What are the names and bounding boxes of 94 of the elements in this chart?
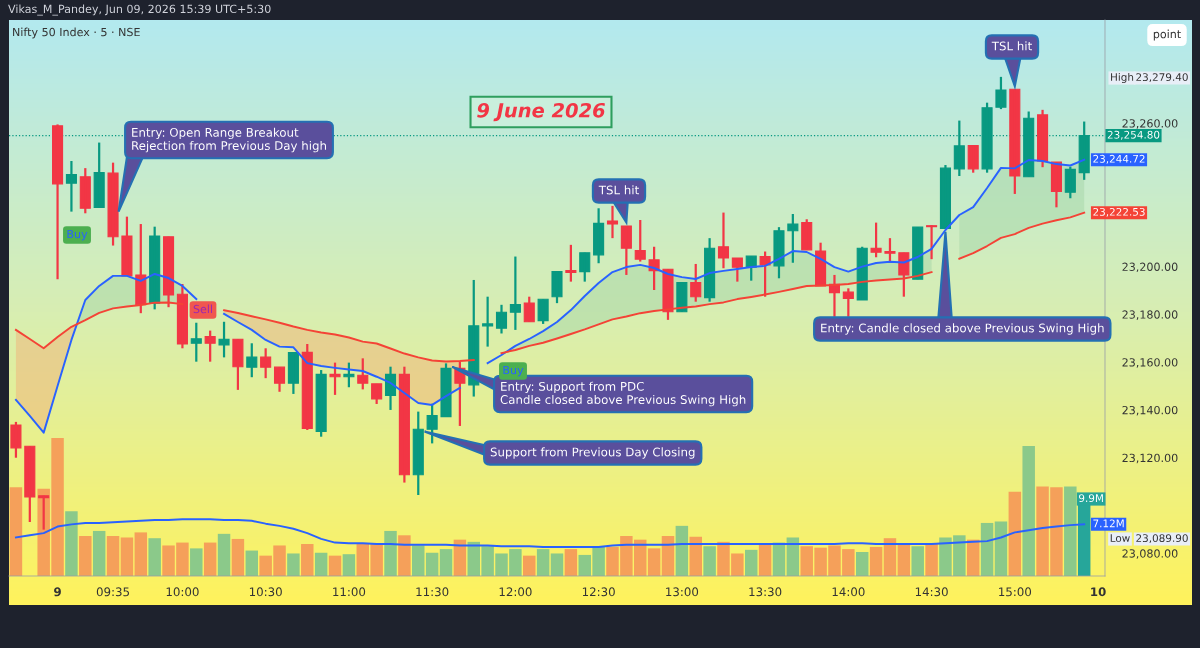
candlestick — [565, 243, 577, 283]
bar — [384, 530, 397, 576]
ref-line-label: 23,254.80 — [1107, 130, 1160, 140]
x-tick-label: 12:00 — [499, 587, 532, 597]
y-tick-label: 23,260.00 — [1122, 119, 1178, 129]
bar — [342, 554, 356, 576]
x-tick-label: 10 — [1091, 587, 1106, 597]
x-tick-label: 13:30 — [749, 587, 782, 597]
y-tick-label: 23,180.00 — [1122, 310, 1178, 320]
bar — [79, 536, 92, 576]
x-tick-label: 14:30 — [915, 587, 948, 597]
bar — [1022, 445, 1035, 576]
data-label: 7.12M — [1093, 519, 1124, 528]
text: point — [1153, 29, 1181, 41]
candlestick — [884, 237, 896, 264]
bar — [190, 548, 203, 576]
candlestick — [842, 287, 854, 318]
bar — [523, 555, 536, 576]
bar — [134, 532, 148, 576]
bar — [287, 553, 300, 576]
annotation: Sell — [193, 304, 212, 314]
bar — [536, 549, 550, 576]
candlestick — [218, 320, 230, 359]
text: 9 June 2026 — [477, 102, 605, 122]
annotation: Support from Previous Day Closing — [490, 447, 695, 459]
bar — [647, 548, 661, 576]
bar — [994, 521, 1008, 576]
x-tick-label: 14:00 — [832, 587, 865, 597]
text: Nifty 50 Index · 5 · NSE — [13, 27, 140, 39]
bar — [703, 546, 716, 576]
bar — [245, 550, 259, 576]
bar — [689, 536, 702, 576]
bar — [231, 538, 245, 576]
bar — [564, 549, 578, 576]
bar — [855, 552, 869, 576]
text: 23,279.40 — [1136, 73, 1188, 83]
bar — [744, 549, 758, 576]
x-tick-label: 10:00 — [166, 587, 199, 597]
bar — [106, 536, 120, 576]
candlestick — [10, 420, 22, 459]
candlestick — [551, 270, 563, 305]
annotation: Entry: Candle closed above Previous Swing High — [821, 323, 1104, 335]
bar — [328, 555, 342, 576]
y-tick-label: 23,160.00 — [1122, 358, 1178, 368]
candlestick — [995, 75, 1007, 111]
annotation: Entry: Support from PDC Candle closed above Previous Swing High — [500, 381, 746, 407]
text: 23,089.90 — [1136, 534, 1188, 544]
text: High — [1111, 72, 1134, 84]
text: Vikas_M_Pandey, Jun 09, 2026 15:39 UTC+5:30 — [8, 4, 271, 16]
bar — [92, 530, 106, 576]
bar — [203, 542, 217, 576]
data-label: 23,244.72 — [1093, 154, 1145, 164]
bar — [65, 511, 78, 576]
bar — [1008, 491, 1022, 576]
bar — [120, 537, 134, 576]
bar — [148, 538, 161, 576]
x-tick-label: 9 — [54, 587, 61, 597]
x-tick-label: 09:35 — [96, 587, 130, 597]
bar — [897, 544, 911, 576]
bar — [217, 533, 231, 576]
x-tick-label: 10:30 — [249, 587, 282, 597]
x-tick-label: 15:00 — [999, 587, 1032, 597]
bar — [9, 487, 23, 576]
bar — [675, 525, 689, 576]
x-tick-label: 13:00 — [666, 587, 699, 597]
candlestick — [912, 226, 924, 281]
bar — [439, 549, 453, 576]
candlestick — [676, 281, 688, 313]
bar — [301, 544, 314, 576]
bar — [398, 535, 411, 576]
annotation: Buy — [503, 365, 524, 377]
x-tick-label: 11:30 — [416, 587, 449, 597]
y-tick-label: 23,080.00 — [1122, 549, 1178, 559]
text: Low — [1110, 534, 1130, 543]
annotation: TSL hit — [598, 185, 639, 195]
bar — [314, 552, 328, 576]
y-tick-label: 23,200.00 — [1122, 262, 1178, 273]
annotation: Entry: Open Range Breakout Rejection from Previous Day high — [132, 127, 326, 153]
bar — [1064, 486, 1077, 576]
x-tick-label: 12:30 — [582, 587, 615, 597]
bar — [869, 546, 883, 576]
bar — [758, 544, 772, 576]
x-tick-label: 11:00 — [333, 587, 366, 597]
bar — [786, 537, 800, 576]
data-label: 9.9M — [1079, 494, 1103, 503]
data-label: 23,222.53 — [1093, 207, 1145, 217]
annotation: TSL hit — [991, 41, 1032, 51]
y-tick-label: 23,120.00 — [1122, 453, 1178, 464]
bar — [911, 546, 924, 576]
annotation: Buy — [67, 229, 88, 241]
bar — [980, 522, 994, 576]
bar — [925, 543, 938, 576]
bar — [550, 553, 564, 576]
y-tick-label: 23,140.00 — [1122, 405, 1178, 416]
